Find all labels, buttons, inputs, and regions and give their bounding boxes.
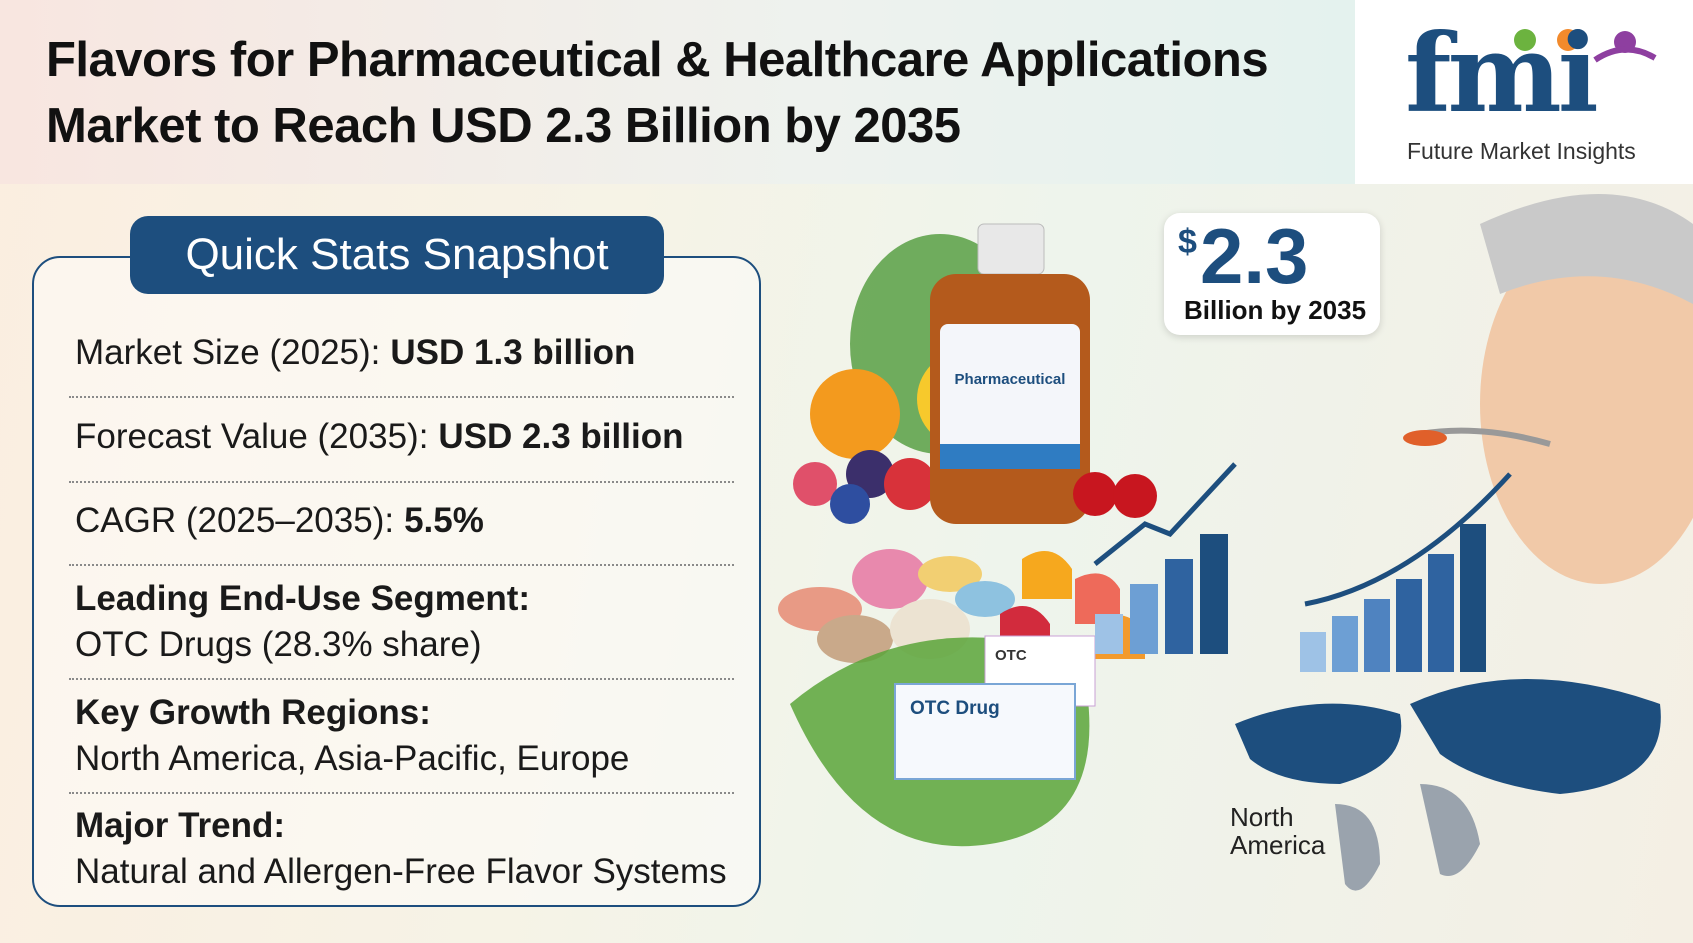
divider [69,564,734,566]
bottle: Pharmaceutical [930,223,1157,524]
highlight-value: Natural and Allergen-Free Flavor Systems [75,852,727,891]
stats-panel [32,256,761,907]
box-small-label: OTC [995,647,1027,664]
face [1403,194,1693,584]
illustration: Pharmaceutical OTC OTC Drug North America [778,194,1693,891]
stat-value: 5.5% [404,501,484,540]
map-label-word: America [1230,830,1326,860]
highlight-label: Leading End-Use Segment: [75,579,531,618]
logo-name: Future Market Insights [1407,138,1636,164]
growth-bars [1093,462,1512,672]
title-line: Market to Reach USD 2.3 Billion by 2035 [46,99,961,153]
stat-row: CAGR (2025–2035): 5.5% [75,501,484,541]
stat-label: Forecast Value (2035): [75,417,429,456]
otc-pack: OTC OTC Drug [790,635,1096,847]
divider [69,678,734,680]
stat-row: Market Size (2025): USD 1.3 billion [75,333,635,373]
logo-mark: fmi [1405,11,1599,137]
stat-label: CAGR (2025–2035): [75,501,395,540]
header: Flavors for Pharmaceutical & Healthcare … [0,0,1355,184]
title-line: Flavors for Pharmaceutical & Healthcare … [46,33,1269,87]
logo-dots [1514,29,1657,63]
box-large-label: OTC Drug [910,698,1000,719]
highlight-value: OTC Drugs (28.3% share) [75,625,482,664]
divider [69,481,734,483]
map-label: North America [1230,802,1326,860]
highlight-label: Major Trend: [75,806,286,845]
logo: fmi Future Market Insights [1355,0,1693,184]
world-map: North America [1230,679,1661,891]
bottle-label: Pharmaceutical [955,371,1066,388]
divider [69,792,734,794]
highlight-value: North America, Asia-Pacific, Europe [75,739,630,778]
divider [69,396,734,398]
stat-value: USD 2.3 billion [438,417,684,456]
stats-heading: Quick Stats Snapshot [130,216,664,294]
stat-row: Forecast Value (2035): USD 2.3 billion [75,417,683,457]
highlight-label: Key Growth Regions: [75,693,431,732]
stat-value: USD 1.3 billion [390,333,636,372]
callout-caption: Billion by 2035 [1184,295,1367,325]
callout-amount: 2.3 [1200,212,1309,300]
callout: $ 2.3 Billion by 2035 [1164,213,1380,335]
stat-label: Market Size (2025): [75,333,381,372]
map-label-word: North [1230,802,1294,832]
callout-currency: $ [1178,223,1197,261]
